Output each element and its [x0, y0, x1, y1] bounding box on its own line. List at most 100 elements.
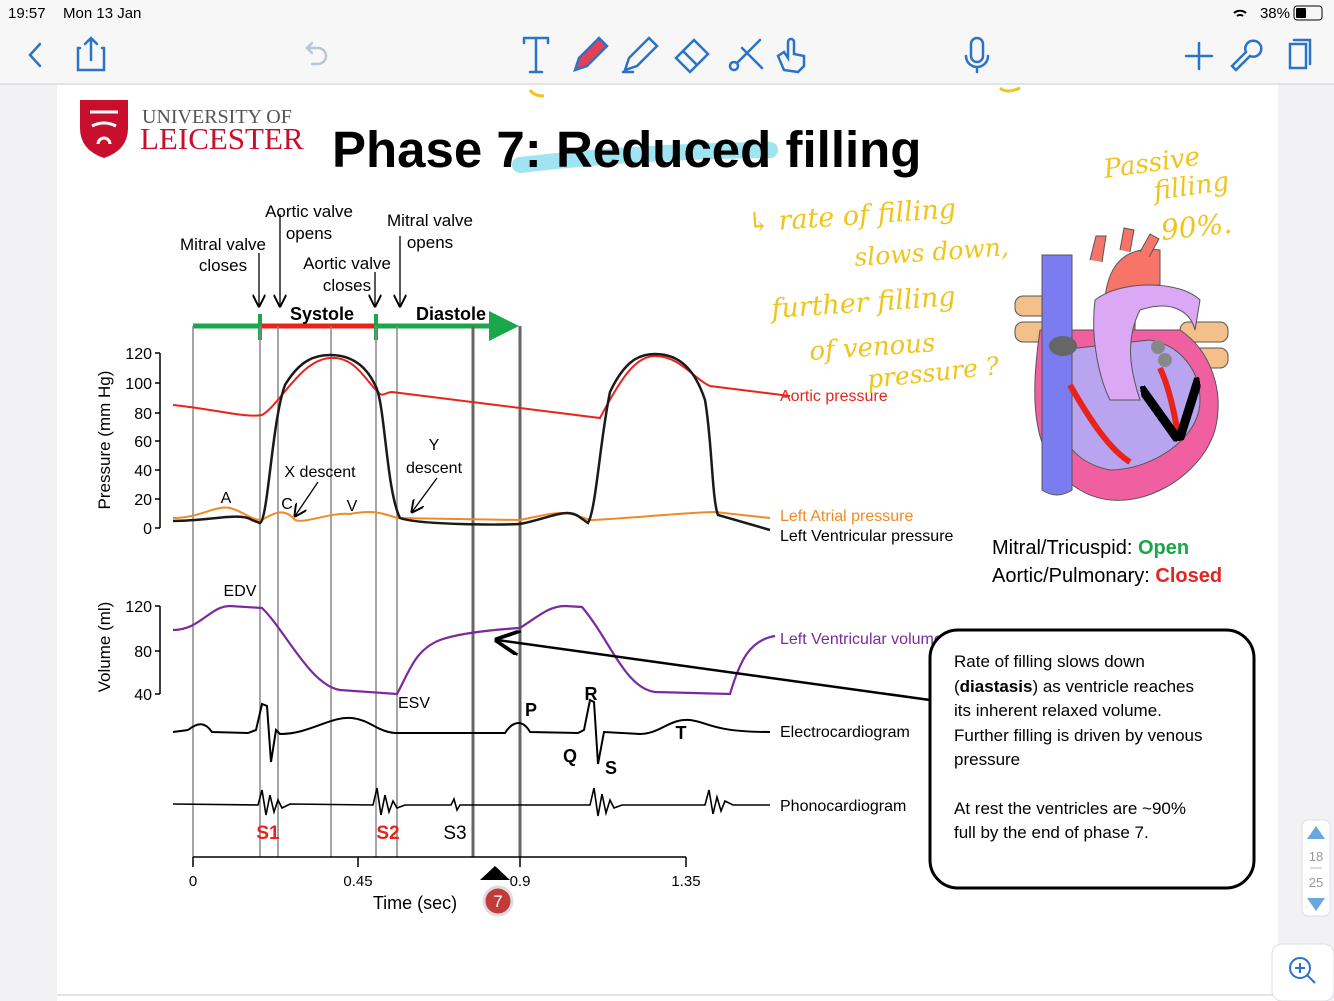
logo-text: LEICESTER	[140, 121, 304, 156]
undo-button[interactable]	[305, 41, 328, 66]
callout-box	[928, 628, 1256, 890]
x-tick-label: 0.45	[343, 873, 372, 890]
callout-text: Rate of filling slows down	[954, 652, 1145, 671]
page-up[interactable]	[1307, 826, 1325, 839]
logo-text: UNIVERSITY OF	[142, 106, 292, 128]
heart-opening	[1158, 353, 1172, 367]
ecg-label: Q	[563, 746, 577, 766]
wave-label: C	[281, 496, 293, 513]
wave-label: descent	[406, 460, 463, 477]
axis-title: Pressure (mm Hg)	[95, 371, 114, 510]
ecg-label: S	[605, 758, 617, 778]
heart-vena-cava	[1041, 254, 1073, 496]
battery-percent: 38%	[1260, 5, 1290, 22]
text-tool[interactable]	[522, 36, 550, 74]
valve-status: Aortic/Pulmonary: Closed	[992, 565, 1222, 587]
curve-label: Left Atrial pressure	[780, 508, 914, 525]
event-label: Mitral valve	[180, 235, 266, 254]
volume-label: EDV	[224, 583, 257, 600]
curve-label: Electrocardiogram	[780, 724, 910, 741]
add-button[interactable]	[1184, 41, 1214, 71]
clock: 19:57	[8, 5, 46, 22]
callout-text: ) as ventricle reaches	[1032, 677, 1194, 696]
y-tick-label: 80	[134, 406, 152, 423]
page-down[interactable]	[1307, 898, 1325, 911]
phase-pointer	[480, 866, 510, 880]
share-button[interactable]	[76, 36, 106, 72]
date: Mon 13 Jan	[63, 5, 141, 22]
heart-branches	[1089, 227, 1160, 263]
eraser-tool[interactable]	[674, 38, 710, 74]
callout-text: its inherent relaxed volume.	[954, 701, 1162, 720]
highlighter-tool[interactable]	[621, 36, 659, 74]
x-tick-label: 1.35	[671, 873, 700, 890]
phase-badge	[482, 885, 514, 917]
page-current: 18	[1309, 849, 1323, 864]
battery-icon	[1293, 5, 1323, 21]
zoom-icon	[1295, 963, 1316, 984]
valve-state: Open	[1138, 537, 1189, 559]
ink-fragment	[528, 86, 1021, 98]
heart-illustration	[1014, 227, 1228, 501]
highlight-stroke	[512, 142, 778, 173]
logo-shield	[80, 100, 128, 158]
pen-tool[interactable]	[573, 36, 609, 72]
heart-sound: S1	[256, 823, 280, 844]
y-tick-label: 120	[125, 346, 152, 363]
ventricular-pressure-curve	[172, 352, 771, 532]
ecg-trace	[172, 698, 771, 765]
event-label: Aortic valve	[265, 202, 353, 221]
lasso-tool[interactable]	[728, 38, 764, 72]
phono-trace	[172, 787, 770, 817]
ecg-label: T	[676, 723, 687, 743]
flow-arrow	[1067, 366, 1178, 462]
callout-bold: diastasis	[960, 677, 1033, 696]
event-label: opens	[286, 224, 332, 243]
callout-text: (	[954, 677, 960, 696]
pressure-axis	[155, 352, 161, 529]
volume-label: ESV	[398, 695, 430, 712]
y-tick-label: 40	[134, 463, 152, 480]
event-label: closes	[323, 276, 371, 295]
event-label: opens	[407, 233, 453, 252]
callout-text: full by the end of phase 7.	[954, 823, 1149, 842]
heart-opening	[1049, 336, 1077, 356]
callout-text: At rest the ventricles are ~90%	[954, 799, 1186, 818]
heart-sound: S2	[376, 823, 399, 844]
valve-label: Mitral/Tricuspid:	[992, 537, 1132, 559]
zoom-button[interactable]	[1271, 943, 1334, 1001]
callout-text: Further filling is driven by venous	[954, 726, 1203, 745]
y-tick-label: 80	[134, 644, 152, 661]
heart-sound: S3	[443, 823, 466, 844]
page-total: 25	[1309, 875, 1323, 890]
hand-tool[interactable]	[776, 37, 806, 74]
pages-button[interactable]	[1288, 38, 1312, 70]
wave-label: X descent	[284, 464, 356, 481]
event-label: Aortic valve	[303, 254, 391, 273]
x-tick-label: 0.9	[510, 873, 531, 890]
event-label: Mitral valve	[387, 211, 473, 230]
y-tick-label: 60	[134, 434, 152, 451]
wave-label: A	[221, 490, 232, 507]
axis-title: Time (sec)	[373, 893, 457, 913]
mic-button[interactable]	[964, 36, 990, 74]
curve-label: Phonocardiogram	[780, 798, 906, 815]
settings-button[interactable]	[1230, 39, 1263, 72]
volume-axis	[155, 605, 161, 695]
back-button[interactable]	[28, 42, 42, 68]
wave-label: V	[347, 498, 358, 515]
slide-title: Phase 7: Reduced filling	[332, 121, 921, 178]
wifi-icon	[1233, 9, 1247, 17]
curve-label: Aortic pressure	[780, 388, 888, 405]
pointer-arrow	[412, 477, 438, 512]
ecg-label: P	[525, 700, 537, 720]
y-tick-label: 20	[134, 492, 152, 509]
curve-label: Left Ventricular volume	[780, 631, 943, 648]
battery-level	[1296, 8, 1306, 18]
x-tick-label: 0	[189, 873, 197, 890]
y-tick-label: 40	[134, 687, 152, 704]
ecg-label: R	[585, 684, 598, 704]
valve-label: Aortic/Pulmonary:	[992, 565, 1150, 587]
